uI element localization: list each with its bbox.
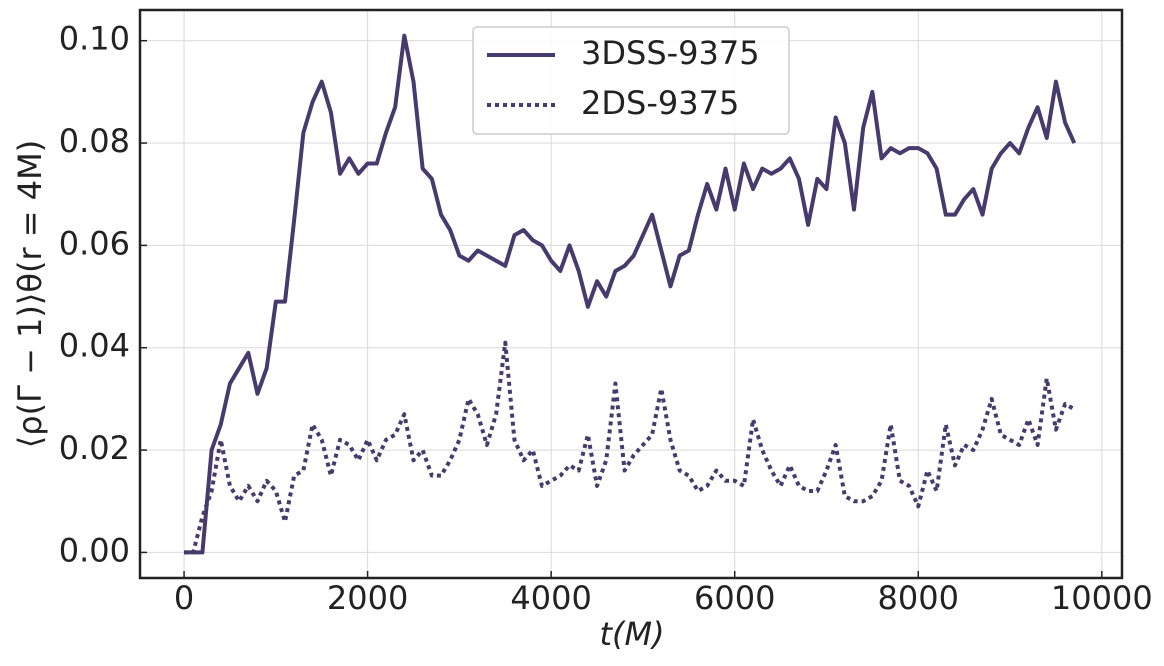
x-tick-label: 6000 [694,579,775,617]
data-line [184,33,1077,555]
legend-label: 2DS-9375 [581,84,739,122]
plot-frame [138,8,1124,580]
y-tick-label: 0.00 [59,531,130,569]
y-axis-label: ⟨ρ(Γ − 1)⟩θ(r = 4M) [11,140,49,448]
x-tick-label: 0 [174,579,194,617]
y-tick-label: 0.06 [59,224,130,262]
x-tick-label: 8000 [878,579,959,617]
x-axis-label: t(M) [599,615,664,653]
x-tick-label: 10000 [1051,579,1153,617]
y-tick-label: 0.04 [59,327,130,365]
y-tick-label: 0.08 [59,122,130,160]
y-tick-label: 0.02 [59,429,130,467]
legend-label: 3DSS-9375 [581,34,760,72]
data-line [184,340,1076,555]
y-tick-label: 0.10 [59,20,130,58]
x-tick-label: 4000 [510,579,591,617]
x-tick-label: 2000 [327,579,408,617]
